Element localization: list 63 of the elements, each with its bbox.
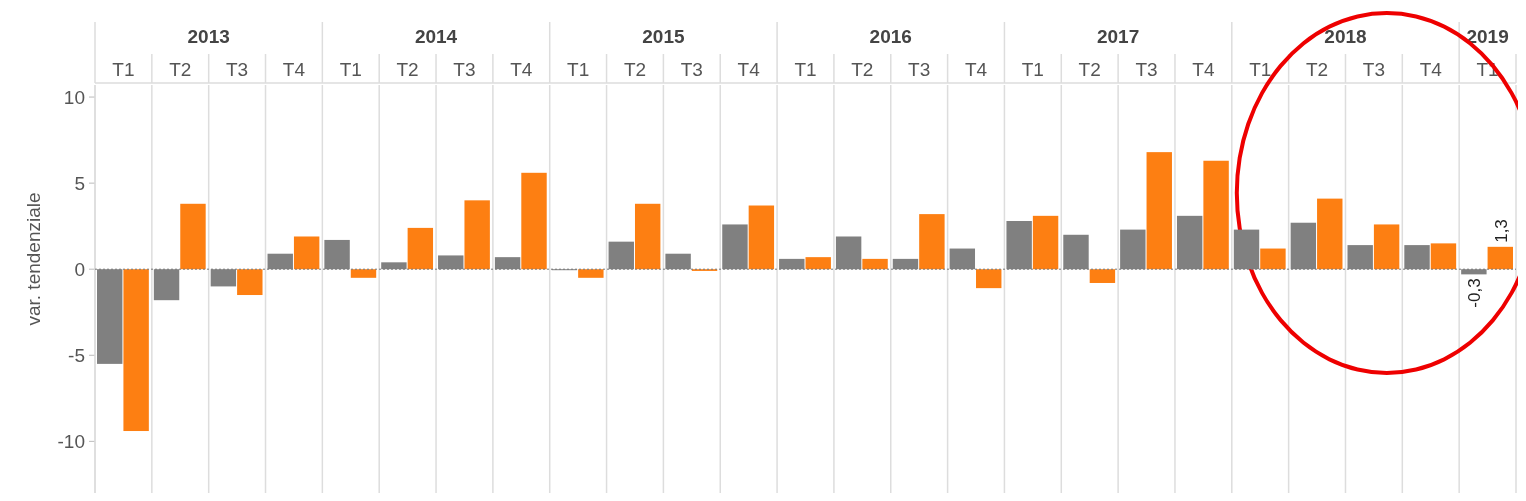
text: 2018 [1324, 26, 1367, 47]
x-tick-label: T4 [737, 59, 761, 80]
y-tick-label: -10 [57, 431, 85, 452]
bar [237, 269, 263, 296]
y-tick-label: 5 [74, 172, 85, 194]
x-tick-label: T2 [1305, 59, 1329, 80]
text: 2016 [869, 26, 912, 47]
bar [407, 227, 434, 270]
data-label: 1,3 [1491, 219, 1511, 243]
x-tick-label: T2 [396, 59, 419, 80]
bar [1146, 152, 1172, 270]
x-tick-label: T4 [510, 59, 533, 80]
text: 2019 [1466, 26, 1509, 47]
x-tick-label: T1 [112, 59, 135, 80]
bar [350, 269, 377, 278]
x-tick-label: T3 [1135, 59, 1158, 80]
x-tick-label: T4 [1419, 59, 1443, 80]
bar [1260, 248, 1286, 270]
bar [578, 269, 604, 278]
bar [1089, 269, 1116, 283]
bar [180, 203, 206, 270]
x-tick-label: T3 [908, 59, 931, 80]
x-tick-label: T4 [1192, 59, 1215, 80]
y-axis-title: var. tendenziale [23, 192, 44, 326]
text: 2013 [187, 26, 230, 47]
bar [862, 258, 888, 270]
x-tick-label: T2 [1078, 59, 1101, 80]
bar [123, 269, 149, 432]
bar [1430, 243, 1457, 270]
text: 2014 [414, 26, 458, 47]
bar [521, 172, 547, 270]
x-tick-label: T3 [1362, 59, 1385, 80]
x-tick-label: T1 [567, 59, 590, 80]
y-tick-label: 10 [63, 86, 85, 108]
x-tick-label: T2 [169, 59, 192, 80]
x-tick-label: T3 [226, 59, 249, 80]
bar [805, 257, 831, 270]
y-tick-label: 0 [74, 258, 85, 280]
text: 2015 [642, 26, 685, 47]
x-tick-label: T2 [851, 59, 874, 80]
bar [1032, 215, 1059, 270]
x-tick-label: T1 [794, 59, 817, 80]
bar [919, 214, 945, 270]
x-tick-label: T2 [623, 59, 647, 80]
bar [1487, 246, 1513, 270]
bar [976, 269, 1002, 289]
bar [1373, 224, 1400, 270]
data-label: -0,3 [1465, 278, 1485, 308]
x-tick-label: T1 [339, 59, 362, 80]
bar [1317, 198, 1343, 270]
x-tick-label: T1 [1249, 59, 1272, 80]
x-tick-label: T1 [1021, 59, 1044, 80]
x-tick-label: T4 [282, 59, 306, 80]
bar [748, 205, 775, 270]
x-tick-label: T3 [680, 59, 703, 80]
x-tick-label: T3 [453, 59, 476, 80]
bar [1203, 160, 1229, 270]
bar [634, 203, 661, 270]
text: 2017 [1096, 26, 1140, 47]
bar [464, 200, 490, 270]
x-tick-label: T4 [964, 59, 988, 80]
bar [293, 236, 320, 270]
y-tick-label: -5 [68, 344, 85, 366]
